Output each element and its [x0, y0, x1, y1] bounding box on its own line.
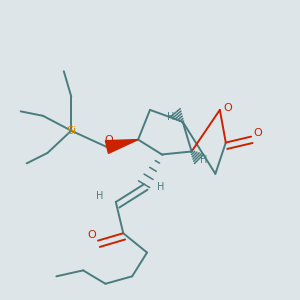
Text: O: O [223, 103, 232, 113]
Text: O: O [87, 230, 96, 240]
Polygon shape [105, 140, 138, 153]
Text: O: O [253, 128, 262, 138]
Text: H: H [96, 191, 103, 201]
Text: O: O [104, 136, 113, 146]
Text: Si: Si [66, 126, 76, 136]
Text: H: H [157, 182, 164, 192]
Text: H: H [167, 112, 175, 122]
Text: H: H [200, 155, 207, 165]
